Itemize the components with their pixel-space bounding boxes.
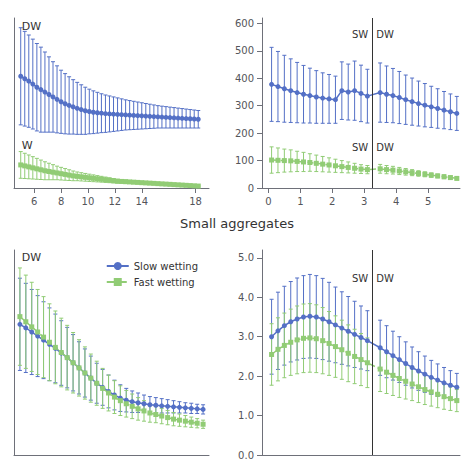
svg-text:W: W xyxy=(22,139,33,152)
svg-text:1: 1 xyxy=(297,196,303,207)
svg-text:14: 14 xyxy=(135,196,148,207)
svg-text:2: 2 xyxy=(329,196,335,207)
svg-text:SW: SW xyxy=(352,29,368,40)
svg-text:4.0: 4.0 xyxy=(238,292,254,303)
svg-text:DW: DW xyxy=(22,20,41,33)
svg-text:18: 18 xyxy=(189,196,202,207)
svg-text:1.0: 1.0 xyxy=(238,410,254,421)
svg-text:400: 400 xyxy=(235,73,254,84)
svg-text:0.0: 0.0 xyxy=(238,450,254,461)
svg-text:3.0: 3.0 xyxy=(238,331,254,342)
svg-text:2.0: 2.0 xyxy=(238,371,254,382)
svg-text:12: 12 xyxy=(108,196,121,207)
svg-text:DW: DW xyxy=(376,273,394,284)
svg-text:0: 0 xyxy=(248,183,254,194)
svg-text:5.0: 5.0 xyxy=(238,252,254,263)
svg-text:Small aggregates: Small aggregates xyxy=(180,216,294,231)
svg-text:10: 10 xyxy=(82,196,95,207)
svg-text:4: 4 xyxy=(393,196,399,207)
svg-text:100: 100 xyxy=(235,155,254,166)
svg-text:300: 300 xyxy=(235,100,254,111)
svg-text:200: 200 xyxy=(235,128,254,139)
svg-text:8: 8 xyxy=(58,196,64,207)
svg-text:DW: DW xyxy=(22,251,41,264)
svg-text:5: 5 xyxy=(425,196,431,207)
svg-text:600: 600 xyxy=(235,18,254,29)
svg-text:0: 0 xyxy=(265,196,271,207)
svg-text:DW: DW xyxy=(376,29,394,40)
svg-text:SW: SW xyxy=(352,142,368,153)
svg-text:Fast wetting: Fast wetting xyxy=(134,277,195,288)
svg-text:Slow wetting: Slow wetting xyxy=(134,261,198,272)
svg-text:DW: DW xyxy=(376,142,394,153)
svg-text:500: 500 xyxy=(235,45,254,56)
svg-text:6: 6 xyxy=(31,196,37,207)
svg-text:SW: SW xyxy=(352,273,368,284)
svg-text:3: 3 xyxy=(361,196,367,207)
